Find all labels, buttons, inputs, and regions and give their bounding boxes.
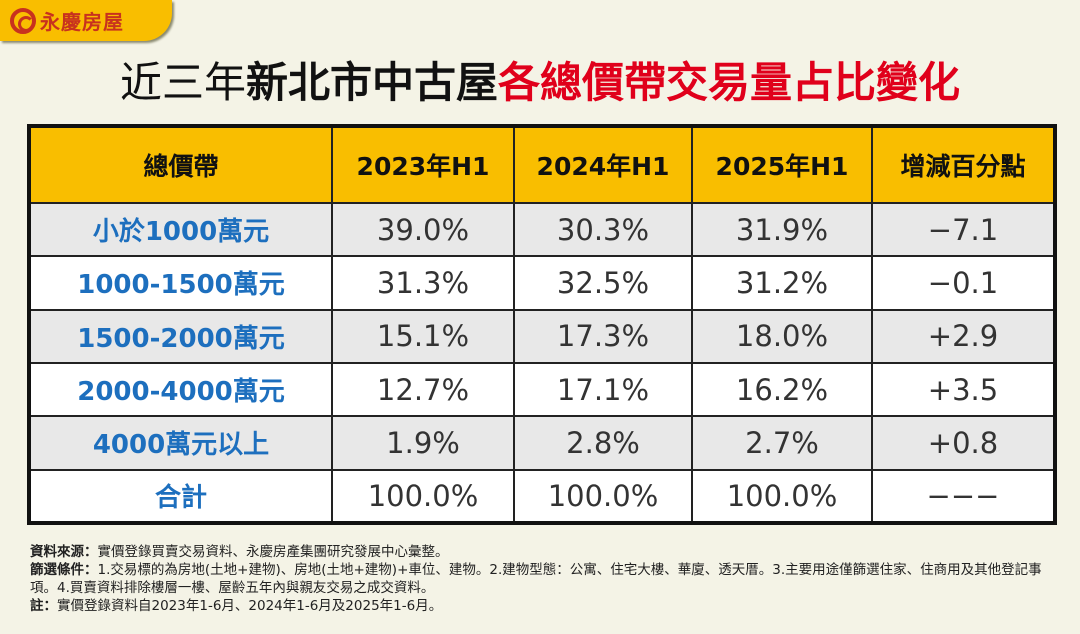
cell-value: 31.2% bbox=[691, 255, 873, 311]
cell-value: 30.3% bbox=[513, 201, 693, 258]
cell-value: 31.9% bbox=[691, 201, 873, 258]
note-source: 資料來源：實價登錄買賣交易資料、永慶房產集團研究發展中心彙整。 bbox=[30, 544, 449, 560]
cell-value: 100.0% bbox=[513, 468, 693, 525]
table-row: 1500-2000萬元 15.1% 17.3% 18.0% +2.9 bbox=[28, 308, 1056, 364]
cell-value: 2.7% bbox=[691, 415, 873, 471]
table-header-row: 總價帶 2023年H1 2024年H1 2025年H1 增減百分點 bbox=[28, 125, 1056, 204]
note-remark: 註：實價登錄資料自2023年1-6月、2024年1-6月及2025年1-6月。 bbox=[30, 598, 443, 614]
table-row: 小於1000萬元 39.0% 30.3% 31.9% −7.1 bbox=[28, 201, 1056, 258]
table-row: 合計 100.0% 100.0% 100.0% −−− bbox=[28, 468, 1056, 525]
cell-value: 18.0% bbox=[691, 308, 873, 364]
column-header: 2023年H1 bbox=[331, 125, 515, 204]
title-part2: 新北市中古屋 bbox=[245, 58, 498, 107]
cell-value: −0.1 bbox=[871, 255, 1056, 311]
price-band-table: 總價帶 2023年H1 2024年H1 2025年H1 增減百分點 小於1000萬元 39… bbox=[27, 124, 1057, 525]
cell-value: −7.1 bbox=[871, 201, 1056, 258]
cell-value: 32.5% bbox=[513, 255, 693, 311]
cell-value: +3.5 bbox=[871, 361, 1056, 418]
cell-value: 15.1% bbox=[331, 308, 515, 364]
row-label: 4000萬元以上 bbox=[28, 415, 333, 471]
table-row: 2000-4000萬元 12.7% 17.1% 16.2% +3.5 bbox=[28, 361, 1056, 418]
column-header: 2025年H1 bbox=[691, 125, 873, 204]
cell-value: 16.2% bbox=[691, 361, 873, 418]
cell-value: 31.3% bbox=[331, 255, 515, 311]
cell-value: 100.0% bbox=[691, 468, 873, 525]
footnotes: 資料來源：實價登錄買賣交易資料、永慶房產集團研究發展中心彙整。 篩選條件：1.交… bbox=[30, 543, 1055, 615]
cell-value: +0.8 bbox=[871, 415, 1056, 471]
table-row: 4000萬元以上 1.9% 2.8% 2.7% +0.8 bbox=[28, 415, 1056, 471]
cell-value: 17.1% bbox=[513, 361, 693, 418]
cell-value: +2.9 bbox=[871, 308, 1056, 364]
row-label: 合計 bbox=[28, 468, 333, 525]
row-label: 1000-1500萬元 bbox=[28, 255, 333, 311]
row-label: 1500-2000萬元 bbox=[28, 308, 333, 364]
cell-value: −−− bbox=[871, 468, 1056, 525]
cell-value: 1.9% bbox=[331, 415, 515, 471]
page-title: 近三年新北市中古屋各總價帶交易量占比變化 bbox=[0, 54, 1080, 112]
title-part3: 各總價帶交易量占比變化 bbox=[498, 58, 961, 107]
row-label: 2000-4000萬元 bbox=[28, 361, 333, 418]
column-header: 總價帶 bbox=[28, 125, 333, 204]
cell-value: 12.7% bbox=[331, 361, 515, 418]
column-header: 2024年H1 bbox=[513, 125, 693, 204]
cell-value: 100.0% bbox=[331, 468, 515, 525]
column-header: 增減百分點 bbox=[871, 125, 1056, 204]
cell-value: 17.3% bbox=[513, 308, 693, 364]
logo-text: 永慶房屋 bbox=[40, 10, 124, 34]
cell-value: 39.0% bbox=[331, 201, 515, 258]
table-row: 1000-1500萬元 31.3% 32.5% 31.2% −0.1 bbox=[28, 255, 1056, 311]
title-part1: 近三年 bbox=[119, 58, 246, 107]
logo-mark-icon bbox=[10, 7, 36, 34]
row-label: 小於1000萬元 bbox=[28, 201, 333, 258]
cell-value: 2.8% bbox=[513, 415, 693, 471]
brand-logo: 永慶房屋 bbox=[0, 0, 172, 41]
note-filter: 篩選條件：1.交易標的為房地(土地+建物)、房地(土地+建物)+車位、建物。2.… bbox=[30, 562, 1042, 596]
